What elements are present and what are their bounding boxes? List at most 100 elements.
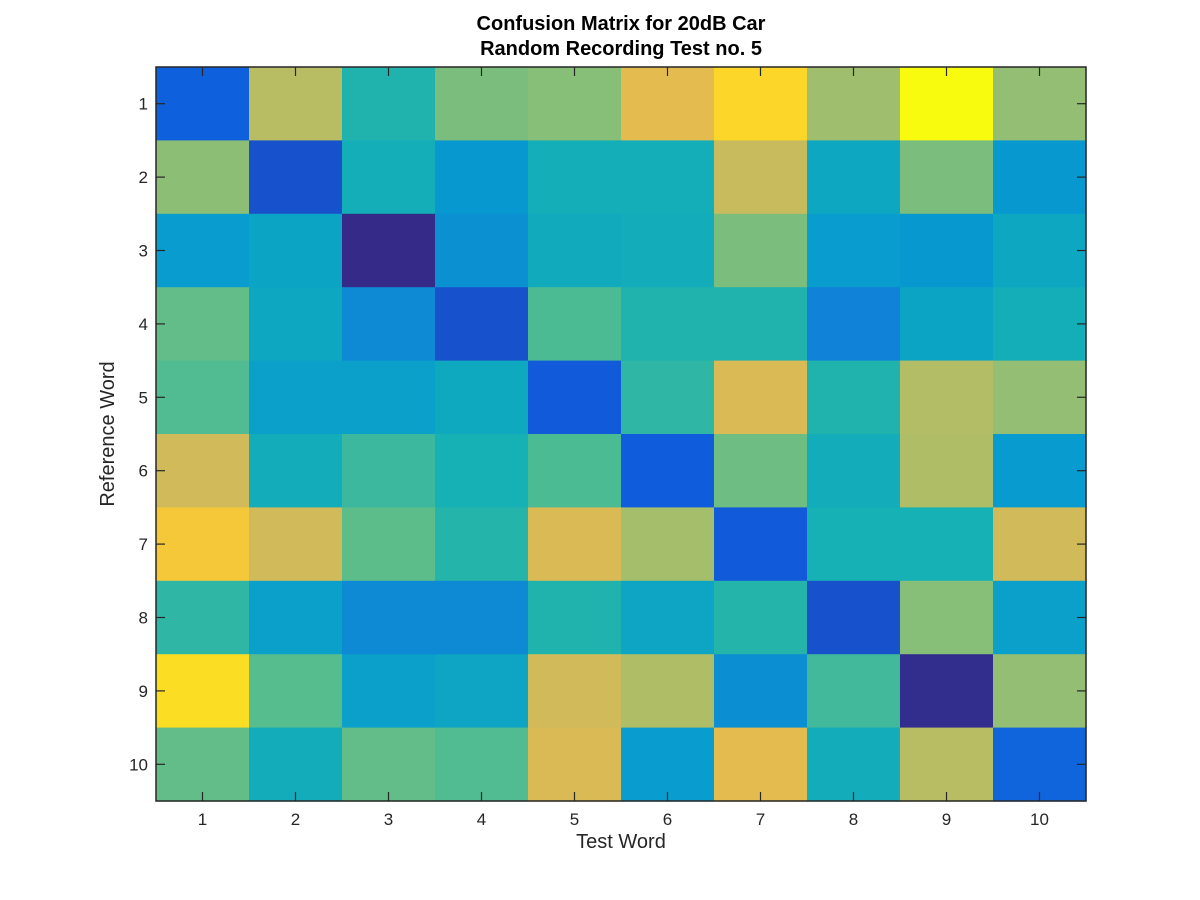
heatmap-cell-r10-c8	[807, 727, 901, 802]
heatmap-cell-r1-c10	[993, 67, 1087, 141]
heatmap-cell-r1-c7	[714, 67, 808, 141]
x-tick-label: 1	[198, 810, 207, 829]
heatmap-cell-r5-c4	[435, 360, 529, 435]
heatmap-cell-r6-c4	[435, 434, 529, 508]
heatmap-cell-r5-c10	[993, 360, 1087, 435]
heatmap-cell-r8-c3	[342, 580, 436, 655]
heatmap-cell-r9-c10	[993, 654, 1087, 729]
heatmap-cell-r4-c9	[900, 287, 994, 362]
heatmap-cell-r9-c3	[342, 654, 436, 729]
heatmap-cell-r8-c7	[714, 580, 808, 655]
heatmap-cell-r3-c4	[435, 213, 529, 288]
y-tick-label: 10	[129, 755, 148, 774]
heatmap-cell-r1-c1	[156, 67, 250, 141]
heatmap-cell-r10-c7	[714, 727, 808, 802]
x-tick-label: 6	[663, 810, 672, 829]
heatmap-cell-r8-c6	[621, 580, 715, 655]
heatmap-cell-r4-c5	[528, 287, 622, 362]
heatmap-cell-r4-c4	[435, 287, 529, 362]
x-tick-labels: 1 2 3 4 5 6 7 8 9 10	[198, 810, 1049, 829]
heatmap-cell-r9-c8	[807, 654, 901, 729]
heatmap-cell-r4-c3	[342, 287, 436, 362]
heatmap-cell-r6-c10	[993, 434, 1087, 508]
heatmap-cell-r2-c3	[342, 140, 436, 215]
heatmap-cell-r9-c6	[621, 654, 715, 729]
y-tick-label: 5	[139, 388, 148, 407]
heatmap-cell-r8-c4	[435, 580, 529, 655]
heatmap-cell-r8-c5	[528, 580, 622, 655]
heatmap-cell-r1-c3	[342, 67, 436, 141]
heatmap-cell-r10-c1	[156, 727, 250, 802]
heatmap-cell-r5-c7	[714, 360, 808, 435]
heatmap-cell-r9-c9	[900, 654, 994, 729]
heatmap-cell-r6-c2	[249, 434, 343, 508]
heatmap-cell-r3-c5	[528, 213, 622, 288]
heatmap-cell-r7-c8	[807, 507, 901, 582]
heatmap-cell-r4-c8	[807, 287, 901, 362]
y-tick-label: 1	[139, 95, 148, 114]
heatmap-cell-r8-c1	[156, 580, 250, 655]
heatmap-cell-r7-c9	[900, 507, 994, 582]
heatmap-cell-r2-c6	[621, 140, 715, 215]
heatmap-cell-r5-c8	[807, 360, 901, 435]
heatmap-cell-r10-c2	[249, 727, 343, 802]
heatmap-cell-r10-c9	[900, 727, 994, 802]
heatmap-cell-r4-c10	[993, 287, 1087, 362]
heatmap-cell-r3-c1	[156, 213, 250, 288]
heatmap-cell-r2-c8	[807, 140, 901, 215]
heatmap-cell-r7-c7	[714, 507, 808, 582]
x-tick-label: 8	[849, 810, 858, 829]
heatmap-cell-r7-c2	[249, 507, 343, 582]
heatmap-cell-r6-c1	[156, 434, 250, 508]
heatmap-cell-r2-c1	[156, 140, 250, 215]
x-tick-label: 2	[291, 810, 300, 829]
y-tick-label: 2	[139, 168, 148, 187]
heatmap-cell-r5-c3	[342, 360, 436, 435]
heatmap-cell-r2-c9	[900, 140, 994, 215]
heatmap-cell-r8-c8	[807, 580, 901, 655]
heatmap-cell-r3-c6	[621, 213, 715, 288]
heatmap-cell-r9-c5	[528, 654, 622, 729]
heatmap-cells	[156, 67, 1087, 802]
heatmap-cell-r6-c9	[900, 434, 994, 508]
heatmap-cell-r10-c5	[528, 727, 622, 802]
heatmap-cell-r3-c7	[714, 213, 808, 288]
heatmap-cell-r1-c8	[807, 67, 901, 141]
heatmap-cell-r2-c7	[714, 140, 808, 215]
heatmap-cell-r3-c8	[807, 213, 901, 288]
chart-title-line-2: Random Recording Test no. 5	[480, 38, 762, 60]
heatmap-cell-r9-c2	[249, 654, 343, 729]
heatmap-cell-r1-c2	[249, 67, 343, 141]
heatmap-cell-r1-c6	[621, 67, 715, 141]
heatmap-cell-r7-c1	[156, 507, 250, 582]
heatmap-cell-r7-c5	[528, 507, 622, 582]
heatmap-cell-r8-c9	[900, 580, 994, 655]
heatmap-cell-r7-c4	[435, 507, 529, 582]
axis-ticks	[156, 67, 1086, 801]
heatmap-cell-r1-c5	[528, 67, 622, 141]
y-tick-label: 7	[139, 535, 148, 554]
heatmap-cell-r3-c9	[900, 213, 994, 288]
heatmap-cell-r10-c10	[993, 727, 1087, 802]
y-tick-label: 6	[139, 462, 148, 481]
heatmap-cell-r7-c6	[621, 507, 715, 582]
heatmap-cell-r2-c5	[528, 140, 622, 215]
heatmap-cell-r4-c2	[249, 287, 343, 362]
heatmap-cell-r5-c1	[156, 360, 250, 435]
x-tick-label: 5	[570, 810, 579, 829]
heatmap-cell-r9-c4	[435, 654, 529, 729]
heatmap-cell-r1-c4	[435, 67, 529, 141]
y-tick-labels: 1 2 3 4 5 6 7 8 9 10	[129, 95, 148, 775]
heatmap-cell-r10-c3	[342, 727, 436, 802]
y-tick-label: 4	[139, 315, 148, 334]
y-tick-label: 9	[139, 682, 148, 701]
heatmap-cell-r3-c3	[342, 213, 436, 288]
heatmap-cell-r8-c2	[249, 580, 343, 655]
heatmap-cell-r6-c8	[807, 434, 901, 508]
axes-box	[155, 66, 1087, 802]
heatmap-cell-r2-c4	[435, 140, 529, 215]
y-tick-label: 8	[139, 609, 148, 628]
y-tick-label: 3	[139, 242, 148, 261]
heatmap-cell-r4-c6	[621, 287, 715, 362]
